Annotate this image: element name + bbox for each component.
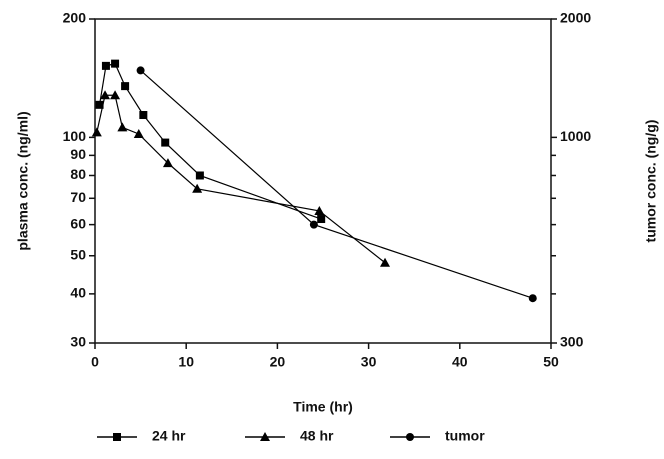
marker-square bbox=[139, 111, 148, 120]
marker-square bbox=[195, 171, 204, 180]
y-tick-label: 90 bbox=[70, 146, 86, 162]
marker-circle bbox=[309, 220, 318, 229]
y2-tick-label: 1000 bbox=[560, 128, 591, 144]
x-tick-label: 30 bbox=[361, 354, 377, 370]
marker-triangle bbox=[314, 205, 325, 215]
series-line bbox=[140, 69, 533, 299]
marker-triangle bbox=[100, 90, 111, 100]
marker-square bbox=[95, 100, 104, 109]
marker-circle bbox=[136, 66, 145, 75]
y-tick-label: 70 bbox=[70, 189, 86, 205]
y-tick-label: 40 bbox=[70, 285, 86, 301]
x-tick-label: 0 bbox=[91, 354, 99, 370]
legend-marker bbox=[406, 433, 414, 441]
y-tick-label: 100 bbox=[63, 128, 87, 144]
y-tick-label: 60 bbox=[70, 215, 86, 231]
marker-circle bbox=[528, 294, 537, 303]
series-line bbox=[96, 94, 386, 264]
y-tick-label: 80 bbox=[70, 166, 86, 182]
marker-triangle bbox=[117, 122, 128, 132]
marker-triangle bbox=[110, 90, 121, 100]
legend-label: 24 hr bbox=[152, 428, 186, 444]
y-axis-title: plasma conc. (ng/ml) bbox=[15, 111, 31, 250]
marker-triangle bbox=[133, 128, 144, 138]
x-axis-title: Time (hr) bbox=[293, 399, 353, 415]
y-tick-label: 50 bbox=[70, 246, 86, 262]
marker-triangle bbox=[91, 127, 102, 137]
marker-square bbox=[317, 215, 326, 224]
x-tick-label: 50 bbox=[543, 354, 559, 370]
marker-triangle bbox=[380, 257, 391, 267]
marker-square bbox=[161, 138, 170, 147]
marker-square bbox=[121, 82, 130, 91]
legend-marker bbox=[113, 433, 121, 441]
legend-label: 48 hr bbox=[300, 428, 334, 444]
legend-marker bbox=[260, 432, 270, 441]
x-tick-label: 20 bbox=[270, 354, 286, 370]
y2-tick-label: 300 bbox=[560, 334, 584, 350]
y2-axis-title: tumor conc. (ng/g) bbox=[643, 120, 659, 243]
y-tick-label: 200 bbox=[63, 10, 87, 26]
x-tick-label: 10 bbox=[178, 354, 194, 370]
legend-label: tumor bbox=[445, 428, 485, 444]
marker-triangle bbox=[192, 183, 203, 193]
plot-frame bbox=[94, 18, 552, 344]
y-tick-label: 30 bbox=[70, 334, 86, 350]
marker-square bbox=[101, 61, 110, 70]
marker-triangle bbox=[162, 158, 173, 168]
y2-tick-label: 2000 bbox=[560, 10, 591, 26]
x-tick-label: 40 bbox=[452, 354, 468, 370]
marker-square bbox=[111, 59, 120, 68]
series-line bbox=[98, 62, 322, 220]
